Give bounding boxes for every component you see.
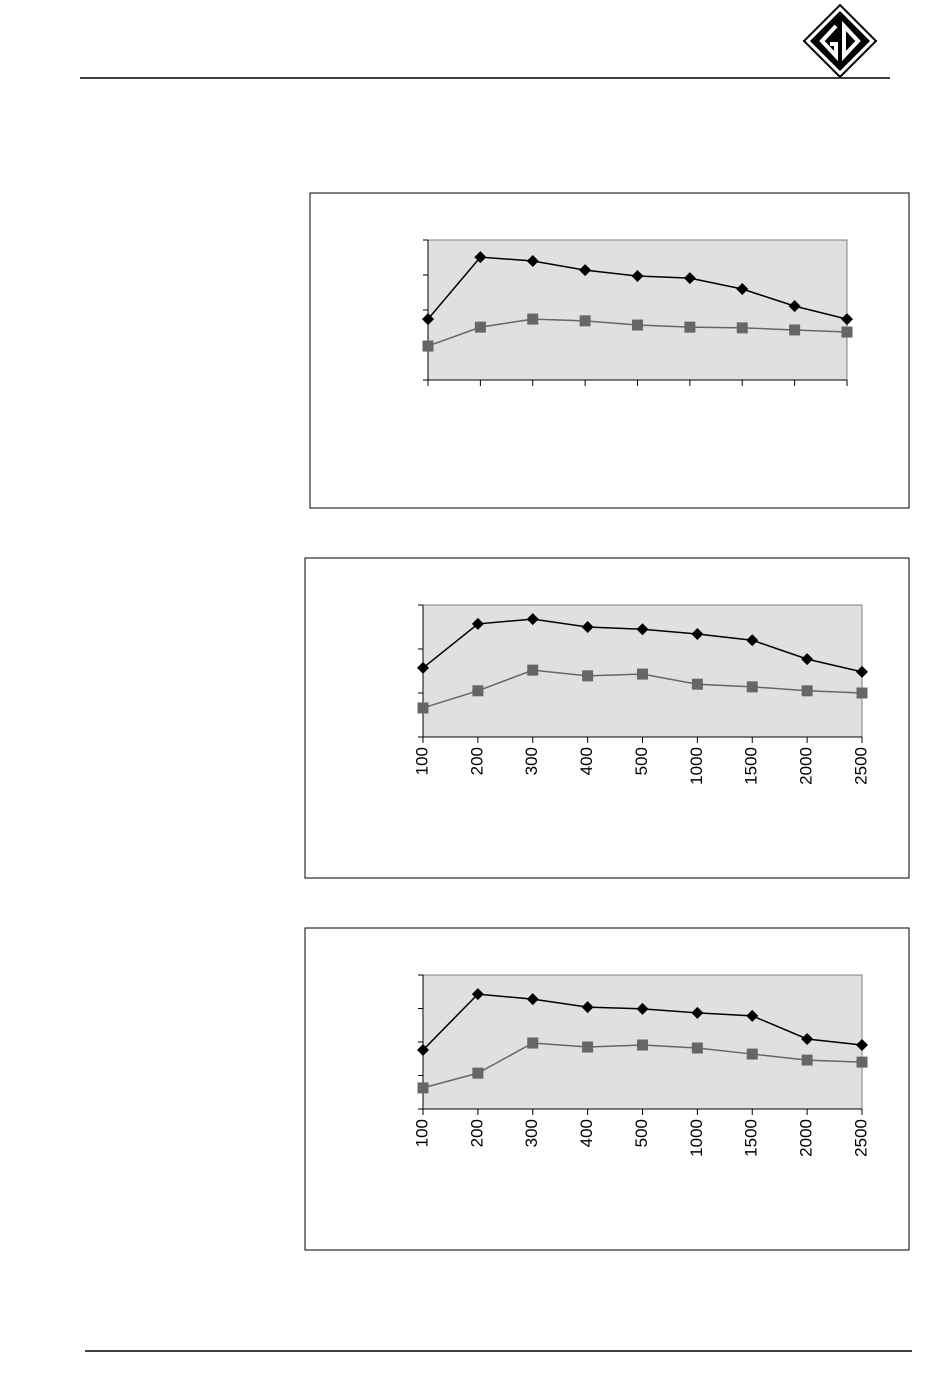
- data-point: [417, 1082, 429, 1094]
- x-tick-label: 2000: [797, 1119, 816, 1157]
- x-tick-label: 500: [632, 747, 651, 775]
- data-point: [746, 1009, 759, 1022]
- data-point: [579, 315, 591, 327]
- data-point: [637, 668, 648, 680]
- data-point: [417, 702, 429, 714]
- plot-area: [427, 239, 848, 381]
- data-point: [788, 300, 801, 313]
- data-point: [527, 1037, 539, 1049]
- x-tick-label: 2000: [797, 747, 816, 785]
- x-tick-label: 500: [632, 1119, 651, 1147]
- data-point: [527, 313, 539, 325]
- data-point: [684, 321, 696, 333]
- data-point: [471, 988, 484, 1001]
- data-point: [856, 687, 868, 699]
- x-tick-label: 200: [467, 1119, 486, 1147]
- data-point: [856, 1056, 868, 1068]
- data-point: [691, 1006, 704, 1019]
- data-point: [736, 283, 749, 295]
- chart: [309, 192, 910, 509]
- data-point: [636, 623, 649, 636]
- data-point: [582, 670, 594, 682]
- data-point: [856, 665, 868, 678]
- data-point: [691, 1042, 703, 1054]
- data-point: [801, 1054, 813, 1066]
- data-point: [636, 1002, 649, 1015]
- data-point: [526, 613, 539, 626]
- data-point: [632, 319, 643, 331]
- data-point: [746, 681, 758, 693]
- data-point: [746, 1048, 758, 1060]
- x-tick-label: 2500: [851, 1119, 870, 1157]
- x-tick-label: 2500: [851, 747, 870, 785]
- chart: 100 200 300 400 500 1000 1500 2000 2500: [304, 927, 910, 1251]
- data-point: [801, 1032, 814, 1045]
- data-point: [637, 1039, 648, 1051]
- data-point: [471, 617, 484, 630]
- data-point: [581, 1001, 594, 1014]
- data-point: [789, 324, 801, 336]
- data-point: [631, 270, 644, 283]
- data-point: [472, 1067, 484, 1079]
- data-point: [474, 321, 486, 333]
- x-tick-label: 100: [412, 1119, 431, 1147]
- x-tick-label: 300: [522, 747, 541, 775]
- data-point: [581, 621, 594, 633]
- data-point: [422, 340, 434, 352]
- chart: 100 200 300 400 500 1000 1500 2000 2500: [304, 557, 910, 879]
- x-tick-label: 400: [577, 1119, 596, 1147]
- data-point: [526, 993, 539, 1006]
- data-point: [472, 685, 484, 697]
- x-tick-label: 400: [577, 747, 596, 775]
- data-point: [691, 628, 704, 641]
- logo: [802, 3, 878, 79]
- data-point: [683, 272, 696, 285]
- data-point: [841, 326, 853, 338]
- data-point: [801, 653, 814, 666]
- x-tick-label: 300: [522, 1119, 541, 1147]
- data-point: [691, 678, 703, 690]
- data-point: [856, 1039, 868, 1052]
- data-point: [841, 313, 853, 326]
- data-point: [801, 685, 813, 697]
- data-point: [422, 313, 434, 326]
- data-point: [417, 1044, 429, 1057]
- data-point: [746, 634, 759, 647]
- data-point: [582, 1041, 594, 1053]
- x-tick-label: 1500: [742, 747, 761, 785]
- data-point: [474, 251, 487, 264]
- x-tick-label: 200: [467, 747, 486, 775]
- x-tick-label: 100: [412, 747, 431, 775]
- data-point: [526, 255, 539, 267]
- data-point: [527, 664, 539, 676]
- data-point: [579, 264, 592, 277]
- data-point: [736, 322, 748, 334]
- x-tick-label: 1000: [687, 1119, 706, 1157]
- x-tick-label: 1500: [742, 1119, 761, 1157]
- data-point: [417, 661, 429, 674]
- x-tick-label: 1000: [687, 747, 706, 785]
